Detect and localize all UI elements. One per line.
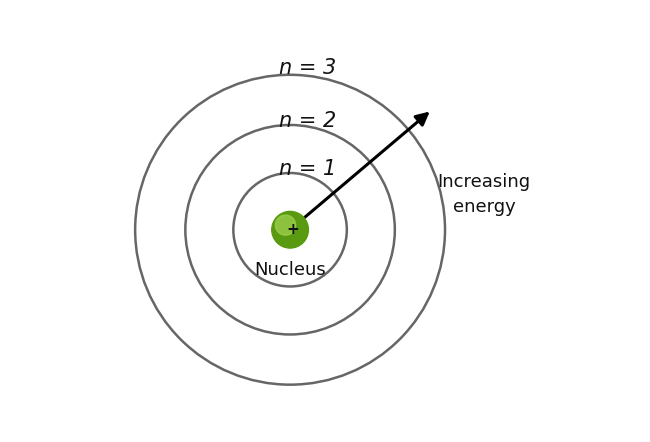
Text: n = 3: n = 3 [279,58,336,78]
Text: Increasing
energy: Increasing energy [437,173,531,216]
Circle shape [276,215,296,235]
Text: Nucleus: Nucleus [254,261,326,279]
Text: +: + [287,222,299,237]
Text: n = 2: n = 2 [279,110,336,131]
Circle shape [272,211,308,248]
Text: n = 1: n = 1 [279,159,336,179]
